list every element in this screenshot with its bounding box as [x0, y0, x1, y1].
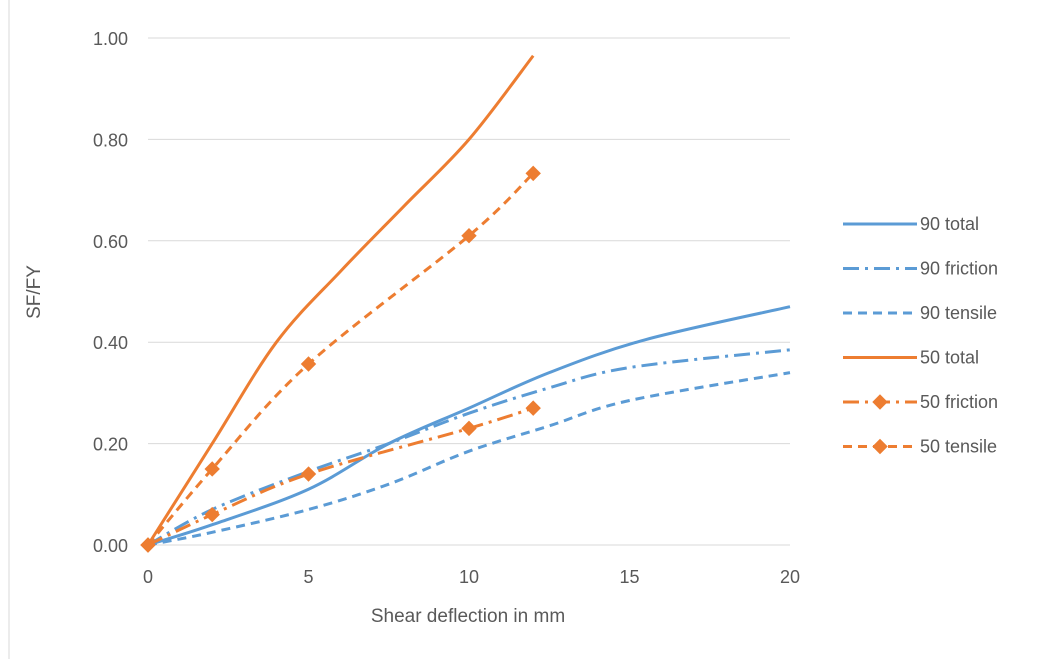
- series-layer: [140, 54, 791, 553]
- data-point-50-tensile: [525, 165, 541, 182]
- series-50-total: [146, 54, 535, 546]
- legend-entry-50-tensile: 50 tensile: [843, 437, 997, 457]
- y-tick-label: 0.40: [93, 333, 128, 353]
- x-tick-label: 15: [619, 567, 639, 587]
- legend-label: 50 friction: [920, 392, 998, 412]
- series-90-total: [147, 305, 791, 547]
- x-axis-label: Shear deflection in mm: [371, 606, 565, 627]
- y-tick-label: 0.80: [93, 130, 128, 150]
- legend-label: 90 friction: [920, 259, 998, 279]
- x-tick-label: 0: [143, 567, 153, 587]
- series-line-90-friction: [147, 348, 791, 547]
- legend-label: 90 total: [920, 214, 979, 234]
- legend-label: 90 tensile: [920, 303, 997, 323]
- data-point-50-friction: [204, 506, 220, 523]
- data-point-50-tensile: [300, 356, 317, 372]
- axes: 0.00 0.20 0.40 0.60 0.80 1.00 0 5 10 15 20: [93, 29, 800, 587]
- legend-entry-90-total: 90 total: [843, 214, 979, 234]
- data-point-50-friction: [525, 400, 541, 416]
- legend-marker: [872, 438, 888, 455]
- data-point-50-tensile: [461, 228, 477, 244]
- data-point-50-tensile: [204, 461, 220, 477]
- data-point-50-friction: [461, 420, 477, 437]
- series-line-50-tensile: [146, 172, 535, 546]
- x-tick-label: 20: [780, 567, 800, 587]
- legend-label: 50 tensile: [920, 437, 997, 457]
- data-point-50-friction: [300, 466, 317, 482]
- y-tick-label: 0.60: [93, 232, 128, 252]
- legend-entry-50-friction: 50 friction: [843, 392, 998, 412]
- y-tick-label: 0.20: [93, 435, 128, 455]
- series-line-50-friction: [147, 406, 534, 547]
- y-tick-label: 0.00: [93, 536, 128, 556]
- data-point-50-tensile: [140, 537, 156, 553]
- legend-label: 50 total: [920, 348, 979, 368]
- series-line-90-tensile: [147, 371, 791, 547]
- series-90-friction: [147, 348, 791, 547]
- series-50-tensile: [140, 165, 541, 553]
- series-line-50-total: [146, 54, 535, 546]
- y-tick-label: 1.00: [93, 29, 128, 49]
- legend-entry-90-friction: 90 friction: [843, 259, 998, 279]
- legend-marker: [872, 394, 888, 410]
- series-90-tensile: [147, 371, 791, 547]
- legend-entry-90-tensile: 90 tensile: [843, 303, 997, 323]
- x-tick-label: 5: [303, 567, 313, 587]
- legend-entry-50-total: 50 total: [843, 348, 979, 368]
- y-axis-label: SF/FY: [24, 265, 45, 319]
- legend: 90 total 90 friction 90 tensile 50 total 50 …: [843, 214, 998, 457]
- x-tick-label: 10: [459, 567, 479, 587]
- series-line-90-total: [147, 305, 791, 547]
